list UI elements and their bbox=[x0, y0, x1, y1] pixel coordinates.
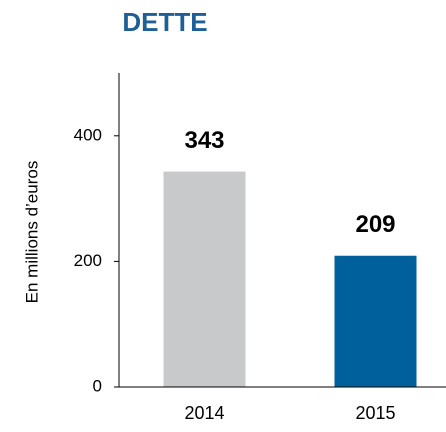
x-tick-label: 2015 bbox=[355, 403, 395, 423]
y-tick-label: 0 bbox=[93, 376, 102, 395]
y-tick-label: 400 bbox=[74, 125, 102, 144]
x-tick-label: 2014 bbox=[184, 403, 224, 423]
chart-title: DETTE bbox=[122, 7, 207, 37]
y-tick-label: 200 bbox=[74, 251, 102, 270]
bar bbox=[334, 255, 417, 387]
value-label: 343 bbox=[184, 127, 224, 154]
y-axis-label: En millions d’euros bbox=[22, 161, 41, 304]
bar bbox=[163, 171, 246, 387]
value-label: 209 bbox=[355, 211, 395, 238]
